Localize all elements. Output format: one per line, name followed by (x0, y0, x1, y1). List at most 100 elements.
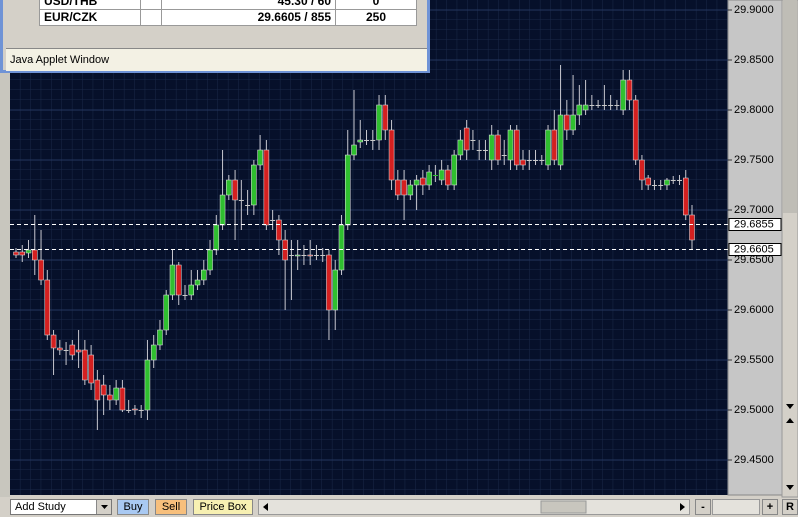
y-tick-label: 29.8000 (734, 104, 774, 116)
candle-body (320, 255, 326, 256)
candle-body (395, 179, 401, 196)
candle-body (589, 105, 595, 106)
candle-body (376, 104, 382, 141)
scroll-thumb[interactable] (783, 0, 797, 213)
candle-body (232, 179, 238, 201)
candle-body (645, 177, 651, 186)
price-label-box (728, 243, 782, 256)
reset-button[interactable]: R (782, 499, 798, 515)
study-select[interactable]: Add Study (10, 499, 112, 515)
price-label: 29.6605 (734, 243, 774, 255)
horizontal-scrollbar[interactable] (258, 499, 690, 515)
candle-body (595, 105, 601, 106)
candle-body (157, 329, 163, 346)
candle-body (601, 105, 607, 106)
candle-body (32, 249, 38, 261)
candle-body (614, 105, 620, 106)
candle-body (25, 249, 32, 254)
candle-body (632, 99, 639, 161)
candle-body (426, 171, 432, 186)
candle-body (19, 251, 26, 256)
candle-body (69, 344, 76, 356)
candle-body (13, 251, 19, 256)
candle-body (495, 134, 501, 161)
candle-body (626, 79, 633, 101)
scroll-down[interactable] (786, 485, 794, 490)
candle-body (219, 194, 226, 226)
candle-body (188, 284, 195, 296)
candle-body (119, 387, 126, 411)
price-label-box (728, 218, 782, 231)
candle-body (150, 344, 157, 361)
candle-body (557, 114, 564, 166)
candle-body (263, 149, 270, 226)
candle-body (94, 379, 101, 401)
candle-body (582, 104, 589, 111)
candle-body (364, 140, 370, 141)
candle-body (526, 160, 532, 161)
zoom-out[interactable]: - (695, 499, 711, 515)
price-label: 29.6855 (734, 218, 774, 230)
candle-body (245, 205, 251, 206)
candle-body (407, 184, 414, 196)
candle-body (57, 347, 63, 351)
candle-body (332, 269, 338, 311)
candle-body (545, 129, 551, 166)
select-arrow[interactable] (96, 500, 111, 514)
candle-body (301, 255, 307, 256)
candle-body (401, 179, 407, 196)
candle-body (608, 105, 614, 106)
price-box-button[interactable]: Price Box (193, 499, 253, 515)
candle-body (344, 154, 351, 226)
candle-body (457, 139, 464, 156)
candle-body (476, 150, 482, 151)
plot: 29.4500 29.5000 29.5500 29.6000 29.6500 29.70… (10, 4, 782, 466)
status-bar: Java Applet Window (6, 48, 427, 71)
candle-body (338, 224, 345, 271)
left-strip (0, 0, 10, 497)
candle-body (288, 255, 294, 256)
candle-body (432, 175, 438, 176)
candle-body (63, 350, 69, 351)
candle-body (351, 144, 357, 156)
price: 29.6605 / 855 (161, 9, 336, 26)
candle-body (50, 334, 57, 349)
zoom-in[interactable]: + (762, 499, 778, 515)
candle-body (100, 384, 107, 396)
candle-body (470, 140, 476, 141)
y-tick-label: 29.5000 (734, 404, 774, 416)
candle-body (357, 139, 364, 143)
candle-body (463, 127, 470, 151)
y-tick-label: 29.7000 (734, 204, 774, 216)
candle-body (326, 254, 332, 311)
candle-body (226, 179, 232, 196)
candle-body (420, 177, 426, 186)
zoom-track[interactable] (712, 499, 760, 515)
y-tick-label: 29.6500 (734, 254, 774, 266)
y-tick-label: 29.6000 (734, 304, 774, 316)
candle-body (513, 129, 520, 166)
candle-body (658, 185, 664, 186)
y-tick-label: 29.4500 (734, 454, 774, 466)
candle-body (201, 269, 207, 281)
buy-button[interactable]: Buy (117, 499, 149, 515)
symbol: EUR/CZK (39, 9, 141, 26)
candle-body (113, 387, 119, 401)
flag (140, 9, 162, 26)
candle-body (257, 149, 263, 166)
candle-body (570, 114, 576, 131)
scroll-up[interactable] (786, 418, 794, 423)
candle-body (38, 259, 44, 281)
candle-body (307, 254, 313, 257)
candle-body (207, 249, 213, 271)
candle-body (182, 295, 188, 296)
candle-body (445, 169, 451, 186)
sell-button[interactable]: Sell (155, 499, 187, 515)
candle-body (138, 410, 144, 411)
candle-body (169, 264, 176, 296)
candle-body (676, 180, 682, 181)
candle-body (213, 224, 220, 251)
candle-body (294, 254, 301, 257)
scroll-down[interactable] (786, 404, 794, 409)
candle-body (576, 104, 583, 116)
